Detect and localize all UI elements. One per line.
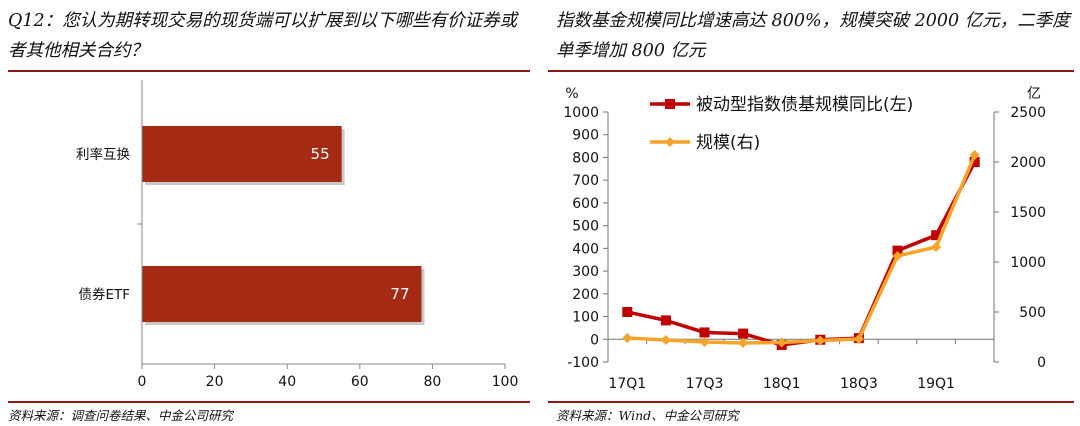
scale-point [738, 338, 749, 348]
scale-legend-marker [665, 137, 675, 147]
left-y-tick-label: 500 [572, 219, 599, 235]
right-y-tick-label: 500 [1019, 305, 1046, 321]
left-y-tick-label: 600 [572, 196, 599, 212]
left-y-tick-label: 0 [590, 332, 599, 348]
left-source-note: 资料来源：调查问卷结果、中金公司研究 [8, 408, 234, 423]
scale-point [931, 242, 942, 252]
left-y-tick-label: 300 [572, 264, 599, 280]
bar-data-label: 77 [390, 285, 409, 303]
scale-point [969, 150, 980, 160]
scale-point [699, 337, 710, 347]
x-tick-label: 19Q1 [917, 376, 955, 392]
line-chart: -100 0 100 200 300 400 500 600 700 800 900 1000% 0 50… [563, 86, 1046, 392]
scale-point [815, 335, 826, 346]
right-chart-title: 指数基金规模同比增速高达 800%，规模突破 2000 亿元，二季度单季增加 8… [556, 11, 1070, 61]
x-tick-label: 40 [278, 374, 296, 390]
right-y-tick-label: 1500 [1010, 205, 1046, 221]
scale-point [622, 333, 633, 343]
growth-legend-marker [665, 99, 675, 109]
right-y-tick-label: 1000 [1010, 255, 1046, 271]
bar-chart: 55 利率互换 77 债券ETF 0 20 40 60 80 100 [76, 80, 519, 390]
scale-point [853, 334, 864, 344]
growth-series-line [626, 161, 977, 347]
left-y-tick-label: 400 [572, 241, 599, 257]
left-axis-unit: % [565, 86, 578, 102]
x-tick-label: 80 [423, 374, 441, 390]
right-y-tick-label: 2000 [1010, 155, 1046, 171]
bar [142, 266, 422, 322]
right-title-rule [548, 70, 1074, 72]
x-tick-label: 100 [492, 374, 519, 390]
left-y-tick-label: -100 [567, 355, 599, 371]
growth-point [699, 327, 710, 338]
x-tick-label: 60 [351, 374, 369, 390]
left-source-rule [8, 401, 530, 403]
growth-point [622, 307, 633, 317]
left-y-tick-label: 100 [572, 310, 599, 326]
right-axis-unit: 亿 [1027, 86, 1041, 102]
growth-point [892, 245, 903, 256]
left-panel: Q12：您认为期转现交易的现货端可以扩展到以下哪些有价证券或者其他相关合约？ 5… [0, 0, 536, 426]
scale-legend-label: 规模(右) [696, 133, 760, 153]
bar-category-label: 债券ETF [78, 287, 130, 303]
left-y-tick-label: 800 [572, 150, 599, 166]
scale-point [776, 337, 787, 348]
growth-point [931, 230, 942, 241]
right-panel: 指数基金规模同比增速高达 800%，规模突破 2000 亿元，二季度单季增加 8… [548, 0, 1080, 426]
scale-point [660, 335, 671, 345]
bar [142, 126, 342, 182]
scale-point [892, 251, 903, 261]
left-title-rule [8, 70, 530, 72]
left-y-tick-label: 700 [572, 173, 599, 189]
scale-series-line [627, 154, 977, 345]
right-source-note: 资料来源：Wind、中金公司研究 [556, 408, 739, 423]
growth-point [969, 157, 980, 167]
bar-category-label: 利率互换 [76, 146, 130, 163]
x-tick-label: 18Q3 [840, 376, 878, 392]
growth-point [660, 315, 671, 326]
growth-point [738, 328, 749, 339]
right-y-tick-label: 0 [1037, 355, 1046, 371]
x-tick-label: 0 [138, 374, 147, 390]
x-tick-label: 17Q3 [686, 376, 724, 392]
x-tick-label: 20 [206, 374, 224, 390]
x-tick-label: 17Q1 [608, 376, 646, 392]
right-source-rule [548, 401, 1074, 403]
bar-data-label: 55 [311, 145, 330, 163]
left-y-tick-label: 1000 [563, 105, 599, 121]
left-y-tick-label: 200 [572, 287, 599, 303]
right-y-tick-label: 2500 [1010, 105, 1046, 121]
x-tick-label: 18Q1 [763, 376, 801, 392]
left-y-tick-label: 900 [572, 128, 599, 144]
growth-legend-label: 被动型指数债基规模同比(左) [696, 95, 913, 115]
left-chart-title: Q12：您认为期转现交易的现货端可以扩展到以下哪些有价证券或者其他相关合约？ [8, 11, 518, 61]
